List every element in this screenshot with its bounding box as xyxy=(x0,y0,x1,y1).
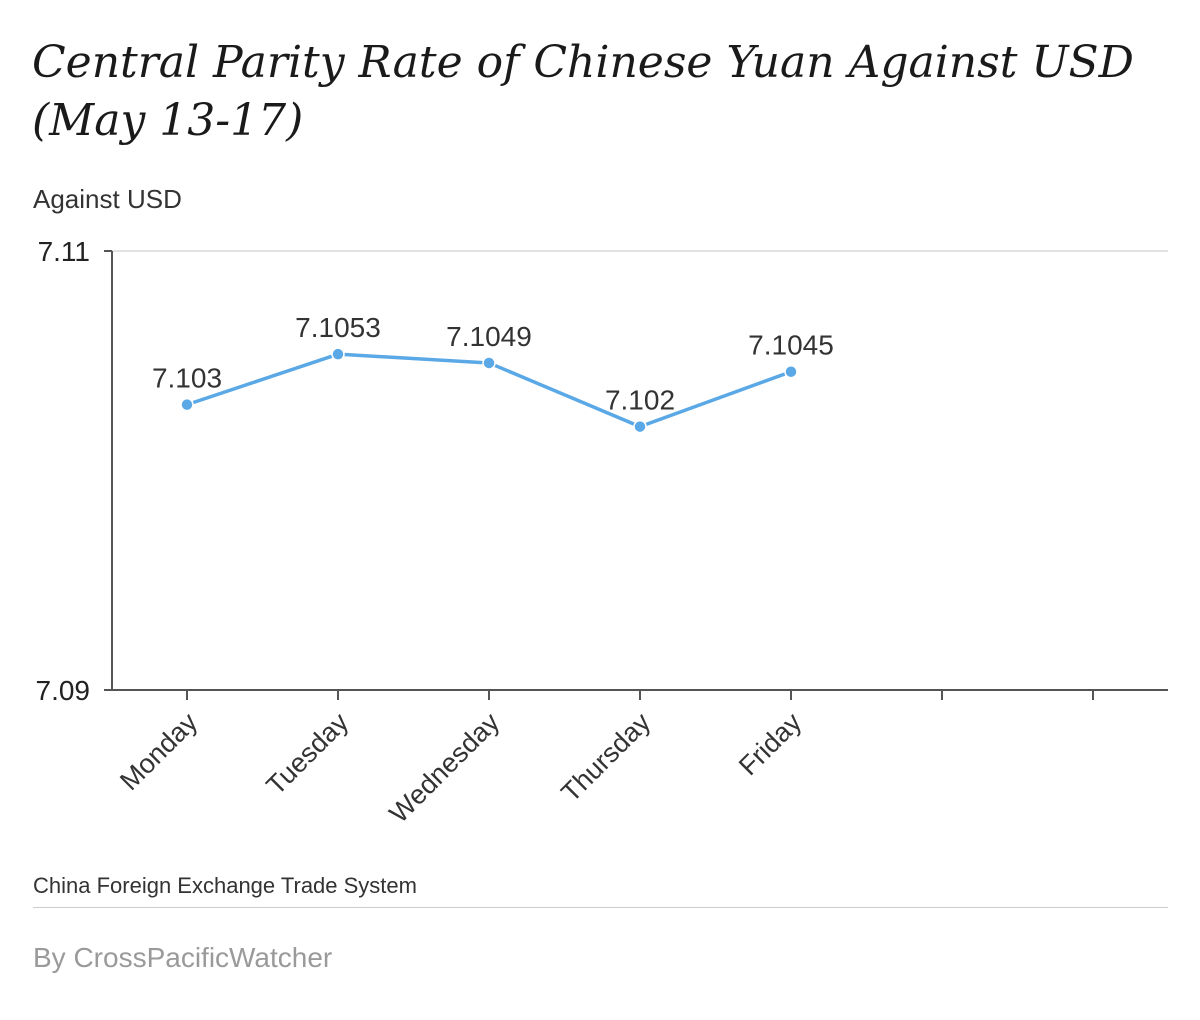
line-chart: 7.09 7.11 Monday Tuesday Wednesday Thursday F… xyxy=(36,236,1168,829)
x-tick-label: Monday xyxy=(114,707,203,796)
data-point xyxy=(482,356,496,370)
data-point xyxy=(784,364,798,379)
credit-line: By CrossPacificWatcher xyxy=(33,942,333,973)
data-label: 7.103 xyxy=(152,363,222,394)
chart-title: Central Parity Rate of Chinese Yuan Agai… xyxy=(32,37,1134,146)
x-tick-label: Tuesday xyxy=(261,707,355,801)
labels: Monday Tuesday Wednesday Thursday Friday 7.10… xyxy=(114,312,834,829)
data-label: 7.1053 xyxy=(295,312,381,343)
data-point xyxy=(180,397,194,412)
axes: 7.09 7.11 xyxy=(36,236,1168,706)
y-tick-label: 7.11 xyxy=(38,236,90,267)
y-axis-label: Against USD xyxy=(33,184,182,214)
data-point xyxy=(633,419,647,434)
data-point xyxy=(331,347,345,361)
source-note: China Foreign Exchange Trade System xyxy=(33,873,417,898)
x-tick-label: Thursday xyxy=(555,707,656,808)
data-label: 7.1049 xyxy=(446,321,532,352)
data-label: 7.102 xyxy=(605,385,675,416)
series xyxy=(180,347,798,434)
footer-divider xyxy=(33,907,1168,908)
x-tick-label: Friday xyxy=(733,707,808,782)
y-tick-label: 7.09 xyxy=(36,675,91,706)
x-tick-label: Wednesday xyxy=(384,707,506,829)
data-label: 7.1045 xyxy=(748,330,834,361)
